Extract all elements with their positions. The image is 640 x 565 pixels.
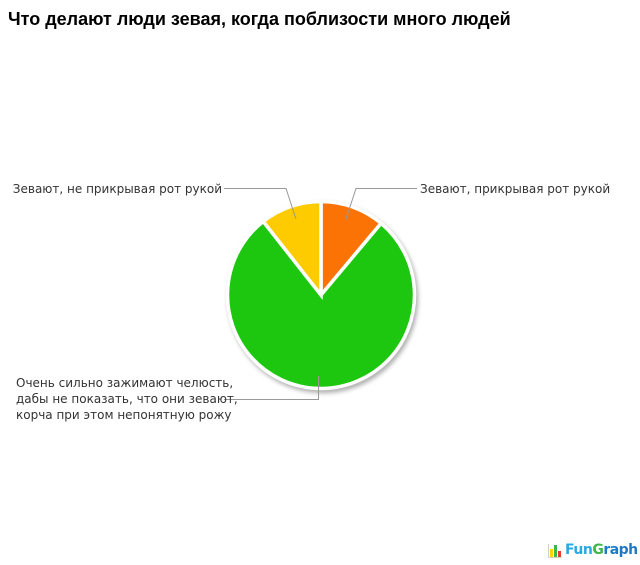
fungraph-logo: FunGraph: [548, 538, 638, 558]
leader-line-orange: [345, 188, 417, 220]
leader-line-green: [224, 376, 319, 400]
chart-title: Что делают люди зевая, когда поблизости …: [8, 9, 511, 29]
logo-bar-green: [554, 545, 557, 557]
label-clench-jaw: Очень сильно зажимают челюсть, дабы не п…: [16, 375, 238, 423]
label-clench-jaw-line1: Очень сильно зажимают челюсть,: [16, 376, 234, 390]
label-clench-jaw-line3: корча при этом непонятную рожу: [16, 408, 232, 422]
logo-letter-group: G: [592, 542, 604, 558]
logo-bar-red: [558, 551, 561, 557]
logo-letter-group: Fun: [565, 542, 593, 558]
bar-chart-icon: [548, 544, 562, 558]
logo-bar-yellow: [550, 549, 553, 557]
fungraph-logo-text: FunGraph: [565, 542, 638, 558]
label-yawn-covering-mouth: Зевают, прикрывая рот рукой: [420, 182, 611, 196]
pie-slice-green: [225, 219, 417, 391]
pie-slice-yellow: [260, 199, 323, 301]
logo-letter-group: raph: [603, 542, 638, 558]
label-yawn-not-covering-mouth: Зевают, не прикрывая рот рукой: [12, 182, 222, 196]
leader-line-yellow: [224, 188, 297, 220]
label-clench-jaw-line2: дабы не показать, что они зевают,: [16, 392, 238, 406]
